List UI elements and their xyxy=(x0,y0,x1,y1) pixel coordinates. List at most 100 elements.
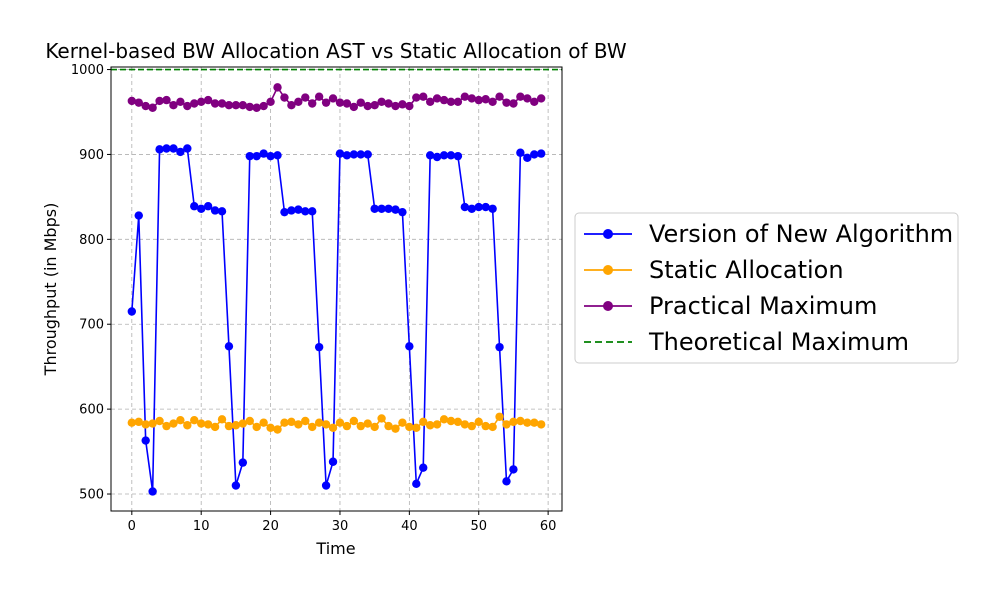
legend-label: Theoretical Maximum xyxy=(648,328,909,356)
legend-frame xyxy=(574,212,959,364)
data-point xyxy=(342,99,352,108)
data-point xyxy=(238,458,248,467)
data-point xyxy=(203,420,213,429)
legend-marker xyxy=(603,301,613,311)
data-point xyxy=(419,417,428,427)
data-point xyxy=(356,98,365,107)
data-point xyxy=(328,423,338,433)
data-point xyxy=(197,204,206,213)
data-point xyxy=(356,150,365,159)
data-point xyxy=(176,415,185,425)
data-point xyxy=(446,97,456,107)
data-point xyxy=(536,420,546,429)
data-point xyxy=(141,436,150,445)
data-point xyxy=(530,97,539,107)
data-point xyxy=(405,422,414,432)
data-point xyxy=(335,98,345,107)
data-point xyxy=(412,93,421,102)
data-point xyxy=(328,94,338,103)
plot-series xyxy=(111,68,562,496)
data-point xyxy=(488,204,497,213)
data-point xyxy=(127,96,137,106)
data-point xyxy=(301,416,310,426)
data-point xyxy=(259,418,268,427)
data-point xyxy=(217,207,227,216)
data-point xyxy=(280,207,289,217)
series-practical-maximum xyxy=(127,83,546,112)
data-point xyxy=(502,420,511,429)
data-point xyxy=(238,419,248,428)
data-point xyxy=(134,417,143,427)
x-tick-label: 0 xyxy=(128,519,136,534)
data-point xyxy=(516,92,525,101)
data-point xyxy=(495,412,504,421)
legend-item-static-allocation: Static Allocation xyxy=(584,256,844,284)
data-point xyxy=(398,100,407,109)
data-point xyxy=(287,206,296,215)
data-point xyxy=(516,148,525,157)
data-point xyxy=(252,151,261,161)
legend-marker xyxy=(603,229,613,239)
data-point xyxy=(481,421,490,431)
data-point xyxy=(453,97,463,107)
data-point xyxy=(148,103,157,112)
data-point xyxy=(162,144,171,153)
data-point xyxy=(405,342,414,351)
data-point xyxy=(502,98,511,107)
data-point xyxy=(287,101,296,110)
data-point xyxy=(349,150,359,159)
data-point xyxy=(176,97,185,107)
data-point xyxy=(523,153,532,163)
data-point xyxy=(516,416,525,426)
data-point xyxy=(481,202,490,212)
data-point xyxy=(190,415,199,425)
data-point xyxy=(405,101,414,111)
data-point xyxy=(273,151,282,160)
data-point xyxy=(398,418,407,427)
data-point xyxy=(439,415,449,424)
y-axis-label: Throughput (in Mbps) xyxy=(41,203,60,377)
data-point xyxy=(384,99,393,108)
plot-frame xyxy=(110,66,563,512)
data-point xyxy=(474,417,483,427)
y-tick-label: 900 xyxy=(79,148,104,163)
data-point xyxy=(224,101,234,110)
data-point xyxy=(377,204,386,213)
data-point xyxy=(314,342,324,352)
data-point xyxy=(169,101,178,110)
data-point xyxy=(190,202,199,211)
data-point xyxy=(349,102,359,112)
data-point xyxy=(197,97,206,107)
data-point xyxy=(183,421,192,430)
data-point xyxy=(259,101,268,111)
data-point xyxy=(203,95,213,105)
data-point xyxy=(224,342,234,351)
data-point xyxy=(273,83,282,92)
data-point xyxy=(190,99,199,108)
x-tick-label: 10 xyxy=(193,519,210,534)
data-point xyxy=(245,416,254,426)
legend-label: Practical Maximum xyxy=(649,292,877,320)
x-axis-label: Time xyxy=(315,539,355,558)
data-point xyxy=(321,98,331,107)
x-tick-label: 20 xyxy=(262,519,279,534)
data-point xyxy=(217,415,227,424)
legend-label: Static Allocation xyxy=(649,256,844,284)
data-point xyxy=(509,99,518,108)
data-point xyxy=(321,420,331,429)
data-point xyxy=(273,425,282,434)
data-point xyxy=(203,202,213,211)
data-point xyxy=(231,481,241,490)
data-point xyxy=(155,145,164,154)
legend-item-practical-maximum: Practical Maximum xyxy=(584,292,877,320)
data-point xyxy=(308,99,317,108)
data-point xyxy=(439,95,449,105)
data-point xyxy=(314,92,324,101)
legend-item-theoretical-maximum: Theoretical Maximum xyxy=(584,328,909,356)
data-point xyxy=(523,94,532,103)
data-point xyxy=(266,423,275,433)
x-axis-ticks: 0 10 20 30 40 50 60 xyxy=(128,511,556,534)
data-point xyxy=(321,481,331,490)
data-point xyxy=(224,421,234,431)
data-point xyxy=(148,419,157,428)
